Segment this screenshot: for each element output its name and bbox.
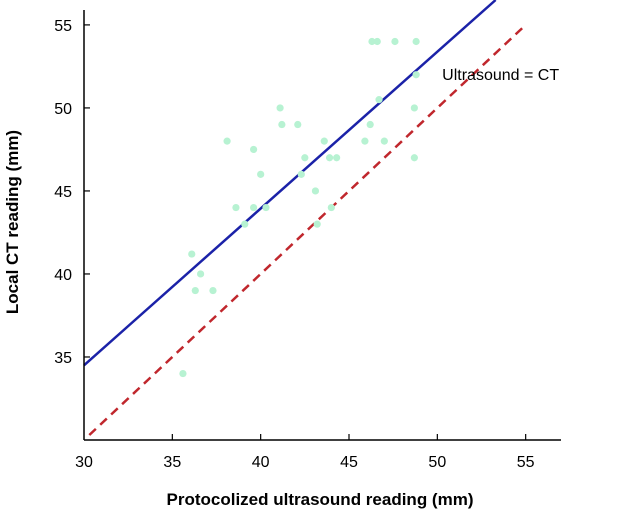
- data-point-22: [327, 203, 335, 212]
- y-tick-label-55: 55: [54, 18, 72, 35]
- data-point-21: [325, 154, 334, 162]
- data-point-30: [391, 37, 399, 46]
- regression-line: [83, 0, 497, 367]
- y-axis-label: Local CT reading (mm): [3, 130, 22, 314]
- data-point-34: [412, 71, 420, 79]
- data-point-19: [313, 220, 321, 228]
- data-point-16: [297, 170, 305, 178]
- data-point-17: [301, 154, 309, 162]
- data-point-2: [188, 250, 196, 258]
- x-tick-label-40: 40: [252, 454, 270, 471]
- data-point-26: [368, 37, 376, 46]
- y-tick-label-40: 40: [54, 267, 72, 284]
- data-point-8: [241, 220, 249, 228]
- data-point-1: [179, 369, 187, 378]
- data-point-5: [209, 286, 217, 295]
- data-point-14: [278, 120, 286, 129]
- data-point-12: [262, 203, 270, 212]
- tick-labels: 30 35 40 45 50 55 35 40 45 50 55: [54, 18, 534, 471]
- x-tick-label-30: 30: [75, 454, 93, 471]
- identity-line: [88, 27, 523, 436]
- x-tick-label-55: 55: [517, 454, 535, 471]
- x-tick-label-45: 45: [340, 454, 358, 471]
- x-tick-label-50: 50: [428, 454, 446, 471]
- data-point-4: [197, 270, 205, 278]
- data-point-33: [412, 37, 420, 46]
- data-point-23: [333, 154, 341, 162]
- identity-line-annotation: Ultrasound = CT: [442, 67, 559, 84]
- data-point-9: [250, 145, 258, 154]
- data-point-15: [294, 120, 302, 129]
- data-point-13: [276, 104, 284, 112]
- y-tick-label-35: 35: [54, 350, 72, 367]
- data-point-31: [410, 104, 418, 112]
- y-tick-label-45: 45: [54, 184, 72, 201]
- data-point-25: [366, 120, 374, 129]
- data-point-24: [361, 137, 369, 145]
- data-point-20: [320, 137, 328, 145]
- axes: [83, 10, 561, 441]
- data-point-10: [250, 203, 258, 212]
- y-tick-label-50: 50: [54, 101, 72, 118]
- data-point-18: [311, 187, 320, 195]
- points-layer: [179, 37, 420, 378]
- data-point-32: [410, 154, 418, 162]
- x-tick-label-35: 35: [163, 454, 181, 471]
- lines-layer: [83, 0, 523, 436]
- data-point-6: [223, 137, 231, 145]
- data-point-7: [232, 203, 240, 212]
- data-point-29: [380, 137, 388, 145]
- data-point-11: [257, 170, 265, 178]
- data-point-27: [373, 37, 381, 46]
- data-point-28: [375, 96, 383, 104]
- data-point-3: [191, 286, 199, 295]
- x-axis-label: Protocolized ultrasound reading (mm): [167, 490, 474, 509]
